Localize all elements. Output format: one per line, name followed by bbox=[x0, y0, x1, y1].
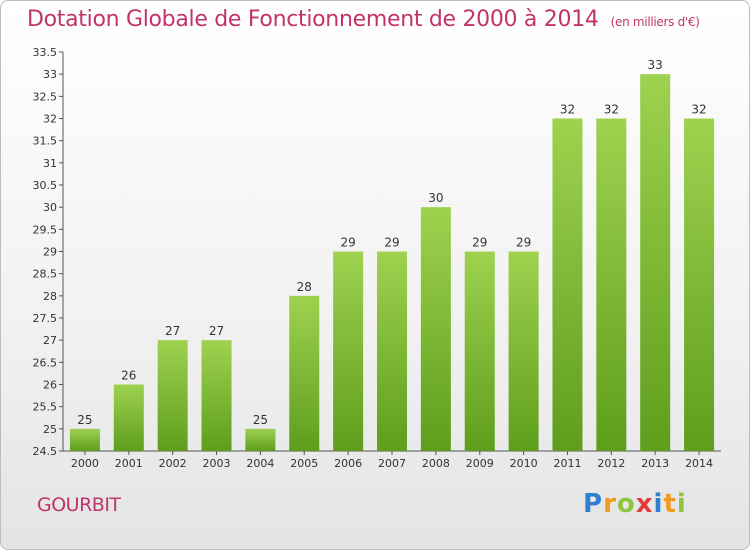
bar bbox=[69, 428, 100, 451]
x-tick-label: 2007 bbox=[378, 457, 406, 470]
y-tick-label: 30.5 bbox=[33, 179, 58, 192]
bar bbox=[640, 74, 671, 452]
x-tick-label: 2002 bbox=[159, 457, 187, 470]
y-tick-label: 33 bbox=[43, 68, 57, 81]
data-label: 29 bbox=[340, 236, 355, 250]
data-label: 29 bbox=[472, 236, 487, 250]
y-tick-label: 27.5 bbox=[33, 312, 58, 325]
data-label: 26 bbox=[121, 369, 136, 383]
logo-letter: r bbox=[603, 489, 617, 519]
y-tick-label: 24.5 bbox=[33, 445, 58, 458]
x-tick-label: 2008 bbox=[422, 457, 450, 470]
y-tick-label: 30 bbox=[43, 201, 57, 214]
data-label: 32 bbox=[691, 103, 706, 117]
y-tick-label: 31 bbox=[43, 157, 57, 170]
data-label: 30 bbox=[428, 191, 443, 205]
data-label: 29 bbox=[384, 236, 399, 250]
commune-name: GOURBIT bbox=[37, 494, 121, 516]
y-tick-label: 28 bbox=[43, 290, 57, 303]
chart-title: Dotation Globale de Fonctionnement de 20… bbox=[27, 7, 700, 32]
y-tick-label: 26.5 bbox=[33, 356, 58, 369]
logo-letter: t bbox=[663, 489, 677, 519]
bar bbox=[596, 118, 627, 451]
logo-letter: i bbox=[676, 489, 687, 519]
y-tick-label: 25 bbox=[43, 423, 57, 436]
y-tick-label: 29 bbox=[43, 246, 57, 259]
y-tick-label: 26 bbox=[43, 379, 57, 392]
bar bbox=[333, 251, 364, 451]
y-tick-label: 33.5 bbox=[33, 46, 58, 59]
chart-unit: (en milliers d'€) bbox=[610, 15, 700, 29]
data-label: 33 bbox=[648, 58, 663, 72]
bar bbox=[684, 118, 715, 451]
bar bbox=[157, 340, 188, 451]
logo-letter: x bbox=[635, 489, 654, 519]
bar bbox=[464, 251, 495, 451]
bar bbox=[508, 251, 539, 451]
logo-letter: i bbox=[653, 489, 664, 519]
y-tick-label: 28.5 bbox=[33, 268, 58, 281]
logo-letter: P bbox=[583, 489, 604, 519]
x-tick-label: 2012 bbox=[597, 457, 625, 470]
x-tick-label: 2013 bbox=[641, 457, 669, 470]
x-tick-label: 2010 bbox=[510, 457, 538, 470]
x-tick-label: 2014 bbox=[685, 457, 713, 470]
y-tick-label: 25.5 bbox=[33, 401, 58, 414]
data-label: 27 bbox=[209, 324, 224, 338]
y-tick-label: 32 bbox=[43, 113, 57, 126]
data-label: 29 bbox=[516, 236, 531, 250]
proxiti-logo: Proxiti bbox=[583, 489, 687, 519]
y-tick-label: 32.5 bbox=[33, 90, 58, 103]
x-tick-label: 2000 bbox=[71, 457, 99, 470]
x-tick-label: 2003 bbox=[203, 457, 231, 470]
data-label: 28 bbox=[297, 280, 312, 294]
bar bbox=[245, 428, 276, 451]
logo-letter: o bbox=[616, 489, 636, 519]
x-tick-label: 2009 bbox=[466, 457, 494, 470]
bar bbox=[377, 251, 407, 451]
chart-title-text: Dotation Globale de Fonctionnement de 20… bbox=[27, 7, 599, 32]
data-label: 25 bbox=[253, 413, 268, 427]
bar bbox=[552, 118, 583, 451]
bar bbox=[113, 384, 144, 451]
bar bbox=[201, 340, 232, 451]
x-tick-label: 2005 bbox=[290, 457, 318, 470]
bar bbox=[289, 295, 320, 451]
x-tick-label: 2004 bbox=[246, 457, 274, 470]
data-label: 32 bbox=[604, 103, 619, 117]
x-tick-label: 2006 bbox=[334, 457, 362, 470]
bar bbox=[420, 207, 451, 451]
x-tick-label: 2001 bbox=[115, 457, 143, 470]
y-tick-label: 29.5 bbox=[33, 223, 58, 236]
y-tick-label: 31.5 bbox=[33, 135, 58, 148]
data-label: 25 bbox=[77, 413, 92, 427]
data-label: 32 bbox=[560, 103, 575, 117]
data-label: 27 bbox=[165, 324, 180, 338]
x-tick-label: 2011 bbox=[553, 457, 581, 470]
y-tick-label: 27 bbox=[43, 334, 57, 347]
